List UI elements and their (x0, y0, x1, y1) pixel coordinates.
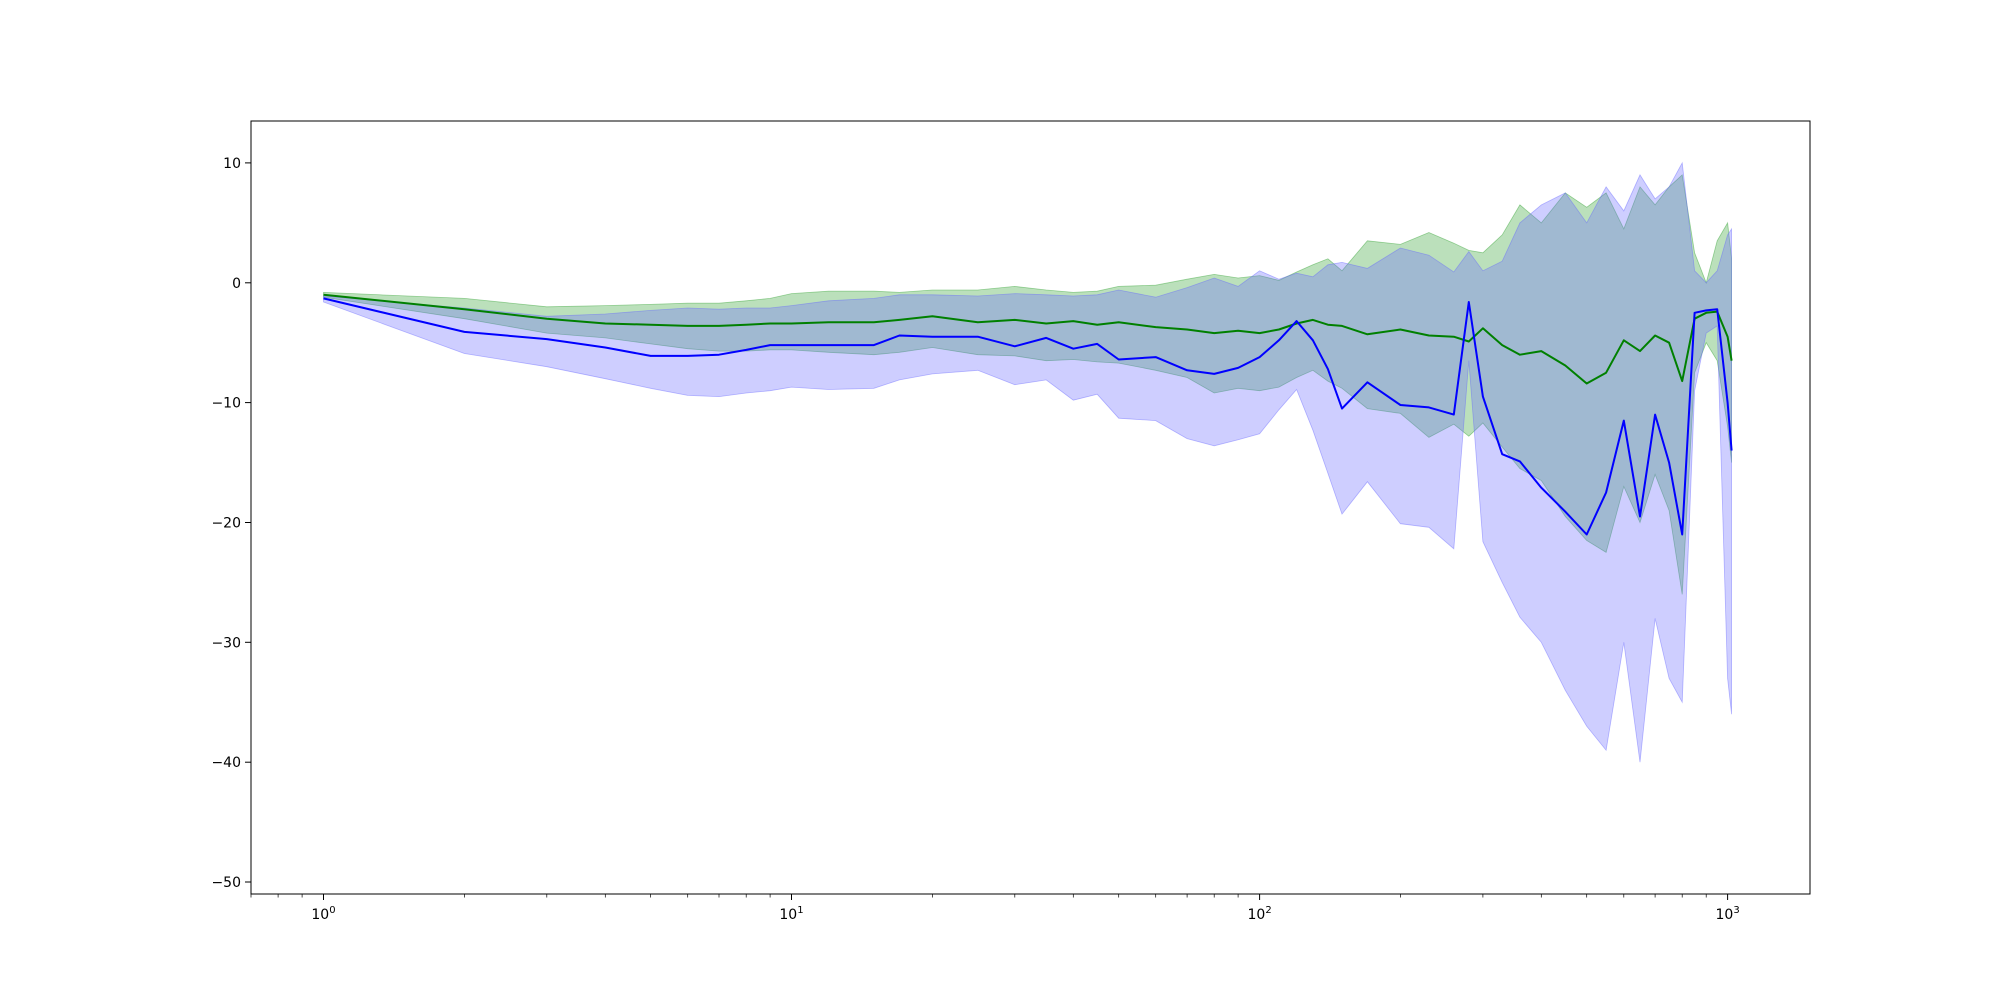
lines-layer (323, 293, 1733, 536)
x-axis: 100 101 102 103 (250, 894, 1740, 923)
series-2-band (323, 161, 1732, 763)
y-tick-label: −50 (211, 875, 241, 891)
y-tick-label: −40 (211, 755, 241, 771)
x-tick-base: 10 (311, 907, 329, 923)
x-tick-base: 10 (779, 907, 797, 923)
series-2-line (323, 297, 1733, 536)
x-tick-exponent: 1 (797, 905, 803, 916)
y-tick-label: −20 (211, 516, 241, 532)
y-tick-label: 10 (223, 156, 241, 172)
plot-frame (250, 120, 1811, 895)
x-tick-base: 10 (1247, 907, 1265, 923)
series-1-line (323, 293, 1733, 385)
series-1-band (323, 174, 1732, 595)
y-axis: 10 0 −10 −20 −30 −40 −50 (211, 156, 251, 891)
x-tick-exponent: 2 (1265, 905, 1271, 916)
x-tick-label: 102 (1247, 905, 1271, 923)
x-tick-exponent: 0 (329, 905, 335, 916)
x-tick-label: 103 (1715, 905, 1739, 923)
x-tick-label: 100 (311, 905, 335, 923)
x-tick-label: 101 (779, 905, 803, 923)
x-tick-base: 10 (1715, 907, 1733, 923)
bands-layer (323, 161, 1732, 763)
y-tick-label: 0 (232, 276, 241, 292)
y-tick-label: −30 (211, 635, 241, 651)
x-tick-exponent: 3 (1733, 905, 1739, 916)
y-tick-label: −10 (211, 396, 241, 412)
